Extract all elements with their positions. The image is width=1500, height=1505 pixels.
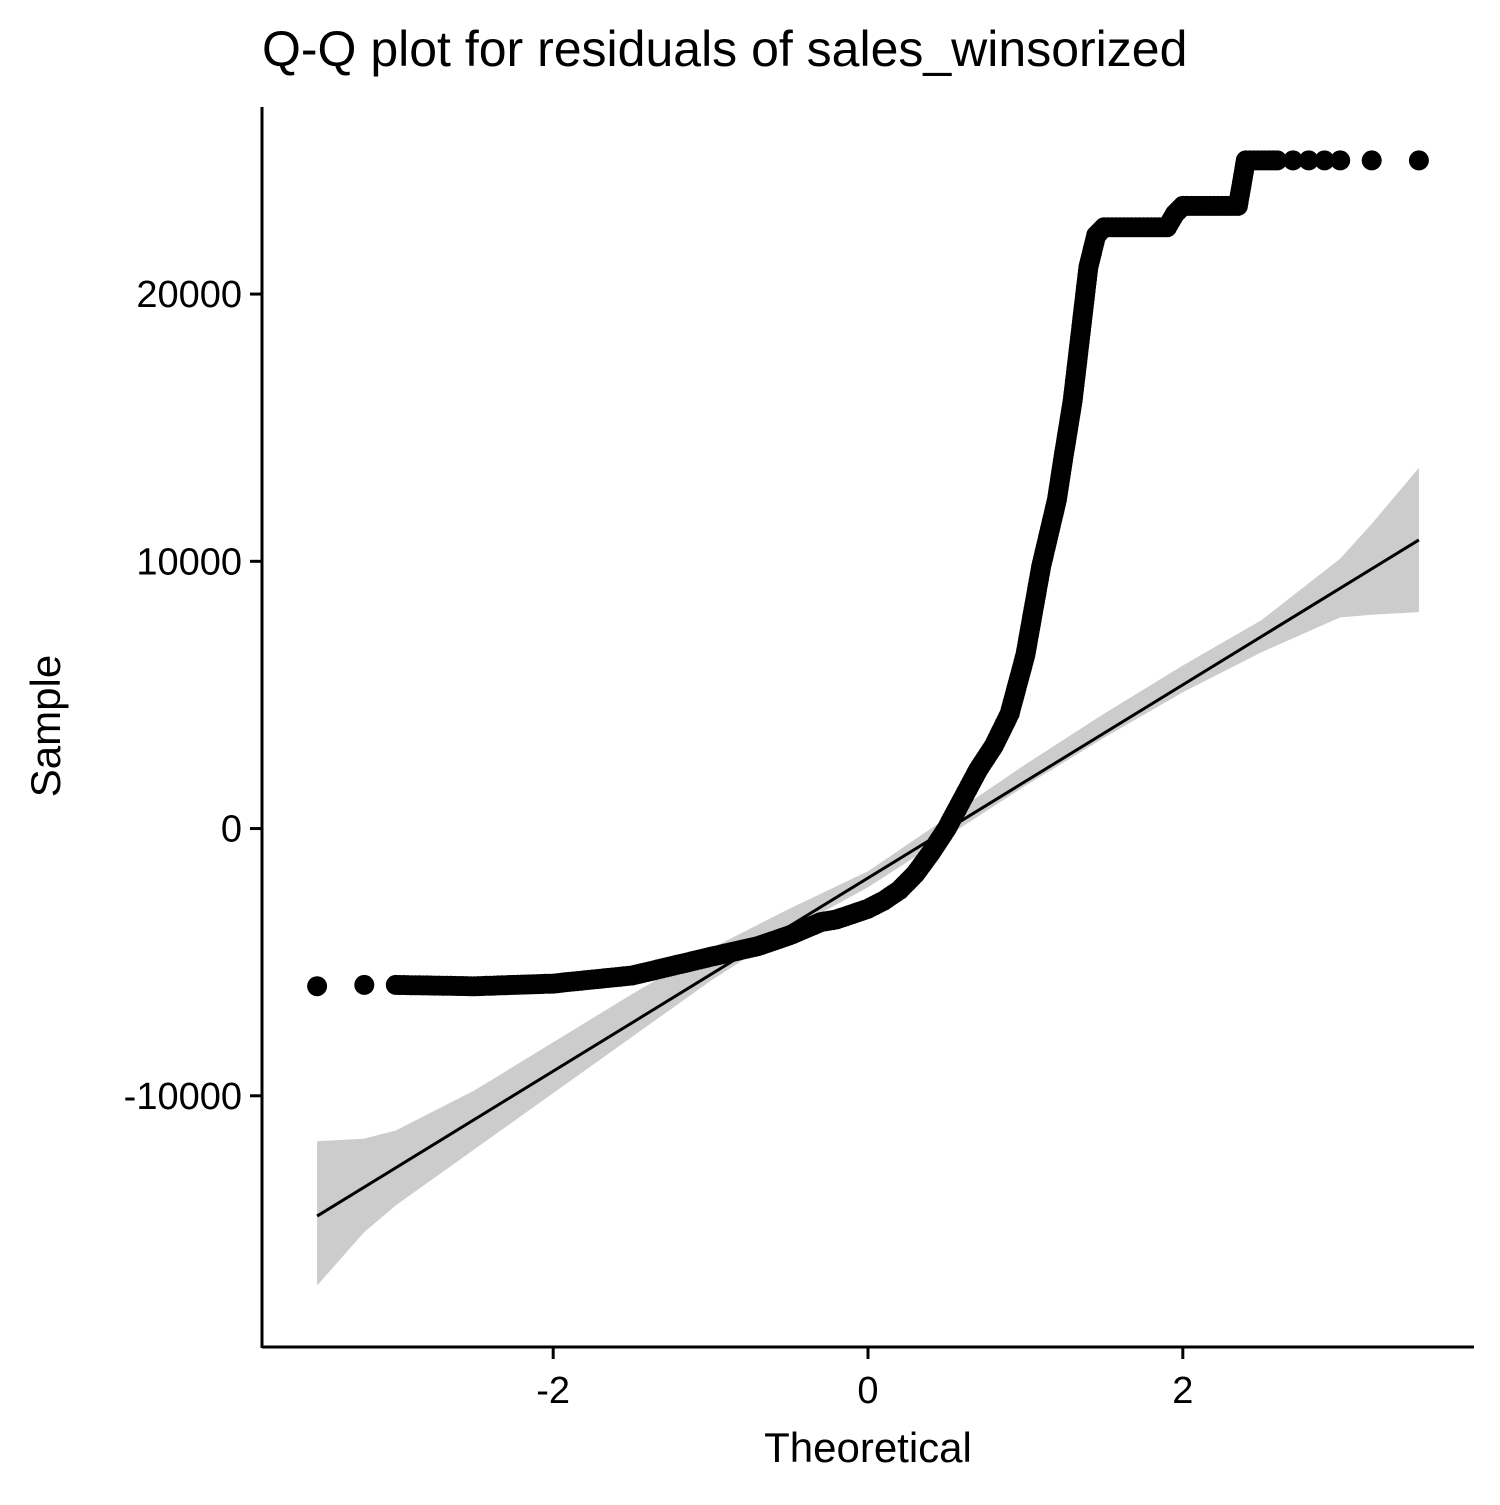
x-tick-label: 0 — [857, 1370, 878, 1412]
x-tick-label: -2 — [536, 1370, 570, 1412]
x-axis-ticks: -2 0 2 — [536, 1347, 1193, 1412]
y-tick-label: 0 — [221, 809, 242, 851]
x-tick-label: 2 — [1172, 1370, 1193, 1412]
sample-point — [1267, 150, 1288, 171]
y-tick-label: -10000 — [124, 1076, 242, 1118]
chart-title: Q-Q plot for residuals of sales_winsoriz… — [262, 21, 1187, 77]
y-axis-title: Sample — [22, 655, 69, 797]
x-axis-title: Theoretical — [764, 1424, 972, 1471]
reference-line — [316, 538, 1420, 1218]
sample-point — [1361, 150, 1382, 171]
sample-point — [1314, 150, 1335, 171]
reference-line-layer — [316, 538, 1420, 1218]
y-tick-label: 20000 — [136, 274, 242, 316]
y-axis-ticks: -10000 0 10000 20000 — [124, 274, 262, 1118]
sample-point — [1283, 150, 1303, 171]
sample-point — [1330, 150, 1351, 171]
sample-point — [307, 976, 328, 997]
sample-point — [1298, 150, 1319, 171]
sample-points-layer — [307, 150, 1429, 997]
sample-point — [354, 974, 375, 995]
sample-point — [1408, 150, 1429, 171]
y-tick-label: 10000 — [136, 541, 242, 583]
